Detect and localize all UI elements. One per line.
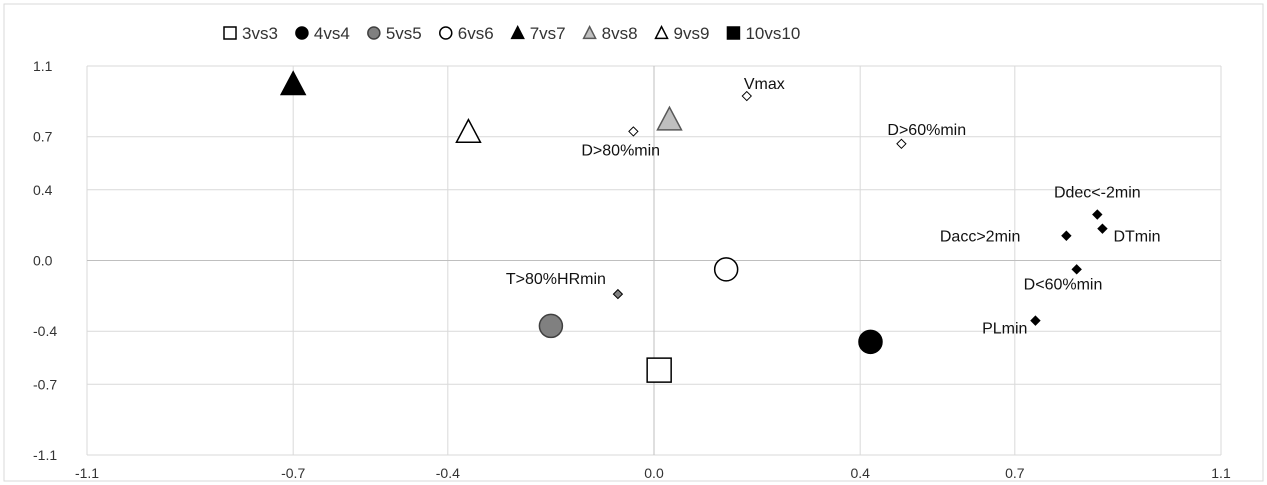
legend-label: 10vs10 <box>745 24 800 43</box>
variable-point-label: D<60%min <box>1024 276 1103 293</box>
chart-border <box>3 3 1264 482</box>
legend-marker-3vs3 <box>223 26 237 40</box>
variable-point-marker <box>628 126 639 137</box>
legend-marker-6vs6 <box>439 26 453 40</box>
series-point-7vs7 <box>279 70 307 96</box>
y-tick-label: 0.4 <box>33 182 53 198</box>
variable-point-marker <box>896 138 907 150</box>
variable-point-marker <box>741 90 752 102</box>
x-tick-label: -1.1 <box>75 465 99 481</box>
variable-point-label: DTmin <box>1113 229 1160 246</box>
legend-label: 8vs8 <box>602 24 638 43</box>
variable-point-label: Ddec<-2min <box>1054 185 1141 202</box>
x-tick-label: 0.0 <box>644 465 664 481</box>
variable-point-label: D>60%min <box>887 122 966 139</box>
x-tick-label: 0.7 <box>1005 465 1025 481</box>
variable-point-layer: Vmax D>80%min D>60%min T>80%HRmin Ddec<-2min… <box>506 76 1161 338</box>
variable-point-marker <box>1030 315 1041 326</box>
variable-point-label: PLmin <box>982 321 1027 338</box>
variable-point-marker <box>1061 230 1072 241</box>
series-point-4vs4 <box>858 329 883 355</box>
variable-point-label: T>80%HRmin <box>506 271 606 288</box>
y-tick-label: -1.1 <box>33 447 57 463</box>
y-tick-label: 0.7 <box>33 129 53 145</box>
x-tick-label: 1.1 <box>1211 465 1231 481</box>
legend-marker-7vs7 <box>510 24 525 40</box>
x-tick-label: 0.4 <box>850 465 870 481</box>
series-point-9vs9 <box>455 118 482 143</box>
series-point-6vs6 <box>713 257 739 282</box>
y-tick-label: -0.4 <box>33 323 57 339</box>
series-point-layer <box>279 70 883 383</box>
variable-point-marker <box>612 288 624 300</box>
legend-label: 4vs4 <box>314 24 350 43</box>
variable-point-label: Vmax <box>744 76 785 93</box>
series-point-3vs3 <box>646 357 672 383</box>
variable-point-label: D>80%min <box>581 142 660 159</box>
x-tick-label: -0.7 <box>281 465 305 481</box>
variable-point-label: Dacc>2min <box>940 229 1020 246</box>
series-point-8vs8 <box>656 105 683 131</box>
variable-point-marker <box>1097 223 1108 234</box>
grid-layer <box>86 65 1222 456</box>
variable-point-marker <box>1071 264 1082 275</box>
legend-label: 3vs3 <box>242 24 278 43</box>
legend-label: 9vs9 <box>674 24 710 43</box>
legend: 3vs3 4vs4 5vs5 6vs6 7vs7 8vs8 9vs9 10vs10 <box>223 24 800 43</box>
y-tick-label: 1.1 <box>33 58 53 74</box>
variable-point-marker <box>1092 209 1103 220</box>
legend-marker-10vs10 <box>726 26 741 40</box>
tick-label-layer: 1.1 0.7 0.4 0.0 -0.4 -0.7 -1.1 -1.1 -0.7 -0.4 0.0 0… <box>33 58 1231 481</box>
legend-label: 7vs7 <box>530 24 566 43</box>
legend-marker-4vs4 <box>295 26 309 40</box>
legend-marker-9vs9 <box>654 24 669 40</box>
legend-marker-5vs5 <box>367 26 381 40</box>
y-tick-label: 0.0 <box>33 253 53 269</box>
legend-label: 6vs6 <box>458 24 494 43</box>
legend-marker-8vs8 <box>582 24 597 40</box>
x-tick-label: -0.4 <box>436 465 460 481</box>
series-point-5vs5 <box>538 313 564 339</box>
legend-label: 5vs5 <box>386 24 422 43</box>
y-tick-label: -0.7 <box>33 376 57 392</box>
